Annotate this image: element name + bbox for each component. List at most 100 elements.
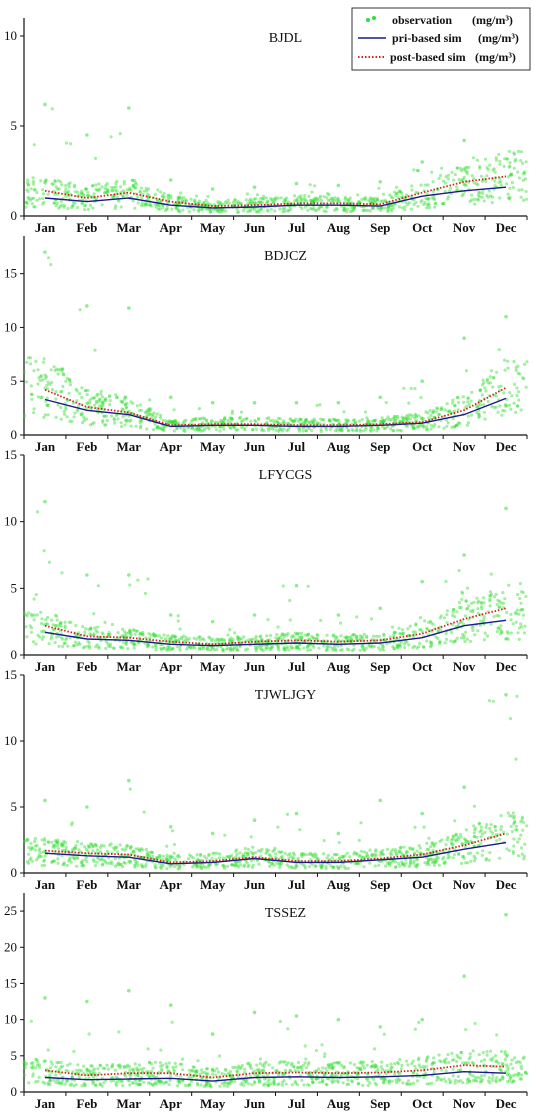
observation-point	[324, 867, 328, 871]
observation-point	[39, 374, 43, 378]
observation-point	[174, 206, 178, 210]
observation-point	[500, 825, 504, 829]
observation-point	[131, 184, 136, 188]
observation-point	[154, 415, 158, 419]
observation-point	[335, 864, 339, 869]
observation-point	[421, 424, 425, 428]
observation-point	[381, 418, 385, 422]
observation-point	[70, 1075, 74, 1079]
observation-point	[135, 1068, 139, 1072]
observation-point	[383, 426, 387, 430]
observation-point	[431, 410, 436, 414]
observation-point	[84, 627, 88, 631]
observation-point	[520, 188, 524, 192]
observation-point	[82, 1064, 86, 1068]
observation-point	[68, 383, 72, 387]
observation-point	[100, 395, 104, 399]
observation-point	[281, 584, 285, 588]
observation-point	[55, 367, 59, 371]
observation-point	[351, 633, 355, 637]
observation-point	[405, 850, 409, 854]
observation-point	[102, 414, 106, 418]
observation-point	[40, 621, 44, 626]
observation-point	[271, 418, 275, 423]
observation-point	[303, 194, 307, 198]
observation-point	[380, 199, 385, 203]
observation-point	[258, 1061, 262, 1066]
observation-point	[29, 1061, 33, 1065]
observation-point	[176, 867, 180, 871]
observation-point	[127, 1065, 132, 1069]
observation-point	[372, 644, 376, 649]
observation-point	[198, 417, 202, 421]
observation-point	[276, 625, 280, 629]
observation-point	[170, 1020, 174, 1024]
observation-point	[214, 863, 218, 867]
observation-point	[26, 837, 30, 841]
observation-point	[75, 206, 80, 210]
observation-point	[67, 620, 71, 624]
observation-point	[413, 825, 417, 830]
observation-point	[165, 1065, 169, 1070]
observation-point	[114, 185, 118, 189]
observation-point	[295, 646, 299, 650]
observation-point	[222, 1084, 226, 1088]
observation-point	[509, 173, 513, 177]
observation-point	[507, 149, 511, 154]
observation-point	[278, 207, 282, 211]
observation-point	[497, 605, 501, 610]
observation-point	[62, 862, 66, 867]
observation-point	[231, 638, 235, 642]
observation-point	[27, 183, 31, 187]
observation-point	[499, 1068, 503, 1072]
observation-point	[457, 606, 462, 610]
observation-point	[407, 415, 411, 419]
observation-point	[404, 424, 408, 428]
observation-point	[219, 419, 223, 423]
observation-point	[112, 646, 116, 651]
observation-peak-point	[420, 379, 425, 384]
observation-point	[73, 640, 77, 644]
observation-point	[104, 184, 108, 188]
observation-point	[456, 1079, 460, 1084]
observation-point	[451, 1067, 455, 1071]
observation-point	[525, 1072, 529, 1076]
observation-point	[270, 199, 274, 203]
observation-point	[387, 1081, 392, 1085]
observation-point	[108, 645, 112, 649]
observation-point	[387, 204, 391, 208]
observation-point	[83, 208, 87, 212]
observation-point	[488, 851, 492, 855]
x-tick-label: Oct	[412, 439, 433, 454]
observation-point	[361, 648, 366, 652]
observation-point	[283, 851, 287, 855]
observation-point	[326, 853, 331, 857]
observation-point	[183, 429, 187, 433]
observation-point	[26, 195, 30, 200]
observation-point	[252, 200, 257, 205]
observation-point	[398, 428, 402, 432]
observation-point	[113, 857, 117, 861]
observation-point	[392, 429, 396, 433]
observation-point	[370, 1059, 374, 1064]
observation-point	[370, 853, 374, 858]
observation-point	[138, 848, 142, 852]
observation-point	[404, 861, 408, 865]
observation-point	[90, 396, 94, 400]
observation-point	[305, 199, 309, 203]
observation-point	[128, 631, 132, 636]
observation-point	[84, 203, 88, 207]
observation-point	[239, 419, 244, 424]
observation-point	[129, 845, 133, 849]
observation-point	[342, 410, 346, 414]
observation-point	[377, 646, 381, 650]
observation-point	[332, 1074, 336, 1078]
observation-point	[282, 421, 286, 425]
observation-point	[70, 420, 74, 424]
observation-point	[415, 168, 420, 173]
observation-point	[133, 632, 137, 636]
observation-point	[255, 1063, 259, 1067]
observation-point	[430, 196, 434, 200]
observation-point	[297, 195, 301, 199]
observation-point	[195, 865, 199, 869]
